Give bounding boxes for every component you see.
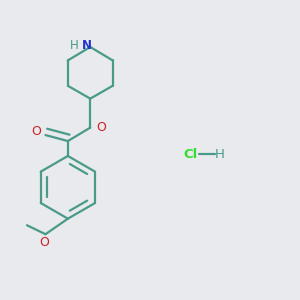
- Text: H: H: [70, 39, 79, 52]
- Text: O: O: [97, 121, 106, 134]
- Text: N: N: [82, 39, 92, 52]
- Text: Cl: Cl: [183, 148, 197, 161]
- Text: O: O: [32, 125, 41, 138]
- Text: H: H: [215, 148, 225, 161]
- Text: O: O: [39, 236, 49, 249]
